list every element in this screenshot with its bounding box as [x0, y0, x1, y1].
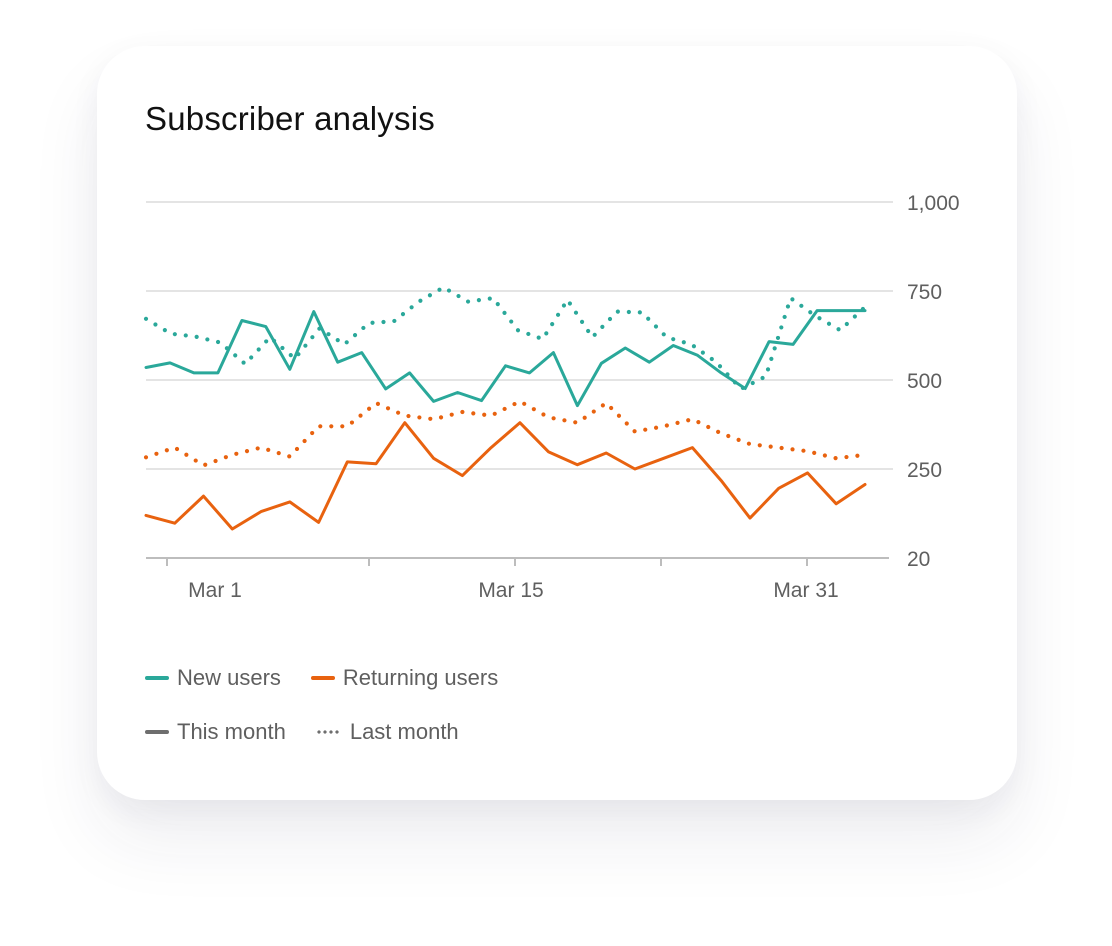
legend-label: Last month: [349, 719, 459, 744]
x-tick-label: Mar 31: [773, 579, 838, 602]
legend-label: Returning users: [342, 665, 499, 690]
y-tick-label: 20: [907, 548, 930, 571]
x-axis: [146, 557, 889, 566]
legend-item-returning-users: Returning users: [310, 665, 499, 691]
series-lines: [143, 285, 868, 531]
returning-users-this-month-line: [144, 421, 867, 531]
legend-item-this-month: This month: [145, 719, 286, 745]
line-chart: 20 250 500 750 1,000 Mar 1 Mar 15 Mar 31: [143, 192, 960, 602]
dotted-line-swatch: [315, 730, 340, 734]
solid-line-swatch: [145, 730, 169, 734]
new-users-swatch: [145, 676, 169, 680]
y-tick-label: 1,000: [907, 192, 960, 215]
y-tick-label: 500: [907, 370, 942, 393]
y-tick-label: 750: [907, 281, 942, 304]
y-axis-labels: 20 250 500 750 1,000: [907, 192, 960, 571]
returning-users-last-month-line: [143, 399, 868, 468]
legend-style-row: This month Last month: [145, 719, 489, 745]
subscriber-analysis-card: Subscriber analysis 20 250 500 750 1,000 Mar…: [97, 46, 1017, 800]
legend-item-last-month: Last month: [315, 719, 459, 745]
legend-item-new-users: New users: [145, 665, 281, 691]
legend-label: This month: [177, 719, 286, 744]
returning-users-swatch: [310, 676, 335, 680]
new-users-this-month-line: [144, 309, 867, 408]
new-users-last-month-line: [143, 285, 868, 391]
x-tick-label: Mar 1: [188, 579, 242, 602]
card-title: Subscriber analysis: [145, 100, 435, 137]
x-tick-label: Mar 15: [478, 579, 543, 602]
legend-label: New users: [177, 665, 281, 690]
y-tick-label: 250: [907, 459, 942, 482]
legend-series-row: New users Returning users: [145, 665, 528, 691]
x-axis-labels: Mar 1 Mar 15 Mar 31: [188, 579, 839, 602]
gridlines: [146, 201, 893, 470]
